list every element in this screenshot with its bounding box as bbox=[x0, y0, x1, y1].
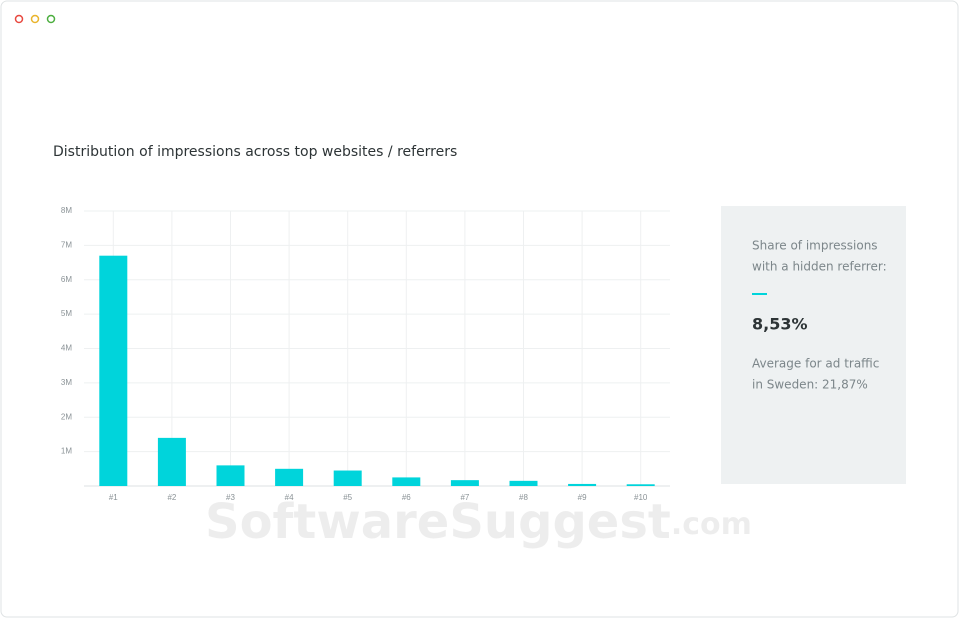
x-tick-label: #1 bbox=[109, 493, 118, 502]
watermark: SoftwareSuggest.com bbox=[205, 494, 752, 550]
x-tick-label: #9 bbox=[578, 493, 587, 502]
bar bbox=[509, 480, 538, 486]
watermark-brand: SoftwareSuggest bbox=[205, 494, 671, 550]
panel-label: with a hidden referrer: bbox=[752, 260, 887, 274]
y-tick-label: 7M bbox=[61, 240, 72, 249]
bar bbox=[99, 255, 128, 486]
bar bbox=[157, 437, 186, 486]
x-tick-label: #4 bbox=[285, 493, 294, 502]
y-tick-label: 4M bbox=[61, 344, 72, 353]
y-tick-label: 2M bbox=[61, 412, 72, 421]
x-tick-label: #7 bbox=[460, 493, 469, 502]
chart-title: Distribution of impressions across top w… bbox=[53, 144, 457, 160]
x-tick-label: #3 bbox=[226, 493, 235, 502]
watermark-suffix: .com bbox=[671, 507, 752, 542]
y-tick-label: 5M bbox=[61, 309, 72, 318]
minimize-dot[interactable] bbox=[30, 14, 40, 24]
close-dot[interactable] bbox=[14, 14, 24, 24]
y-tick-label: 1M bbox=[61, 447, 72, 456]
bar bbox=[568, 483, 597, 486]
bar bbox=[216, 465, 245, 486]
x-tick-label: #10 bbox=[634, 493, 648, 502]
x-tick-label: #6 bbox=[402, 493, 411, 502]
stat-panel bbox=[721, 206, 906, 484]
panel-label: Share of impressions bbox=[752, 239, 878, 253]
y-tick-label: 3M bbox=[61, 378, 72, 387]
x-tick-label: #5 bbox=[343, 493, 352, 502]
y-tick-label: 8M bbox=[61, 206, 72, 215]
panel-note: Average for ad traffic bbox=[752, 357, 879, 371]
panel-note: in Sweden: 21,87% bbox=[752, 378, 868, 392]
bar bbox=[626, 484, 655, 486]
bar bbox=[392, 477, 421, 486]
x-tick-label: #8 bbox=[519, 493, 528, 502]
x-tick-label: #2 bbox=[167, 493, 176, 502]
plot: 1M 2M 3M 4M 5M 6M 7M 8M #1 #2 #3 #4 #5 #6 #7 #8 #9 #10 bbox=[61, 206, 670, 502]
y-tick-label: 6M bbox=[61, 275, 72, 284]
bar bbox=[275, 468, 304, 486]
bar bbox=[450, 480, 479, 486]
panel-value: 8,53% bbox=[752, 315, 808, 334]
maximize-dot[interactable] bbox=[46, 14, 56, 24]
bar bbox=[333, 470, 362, 486]
